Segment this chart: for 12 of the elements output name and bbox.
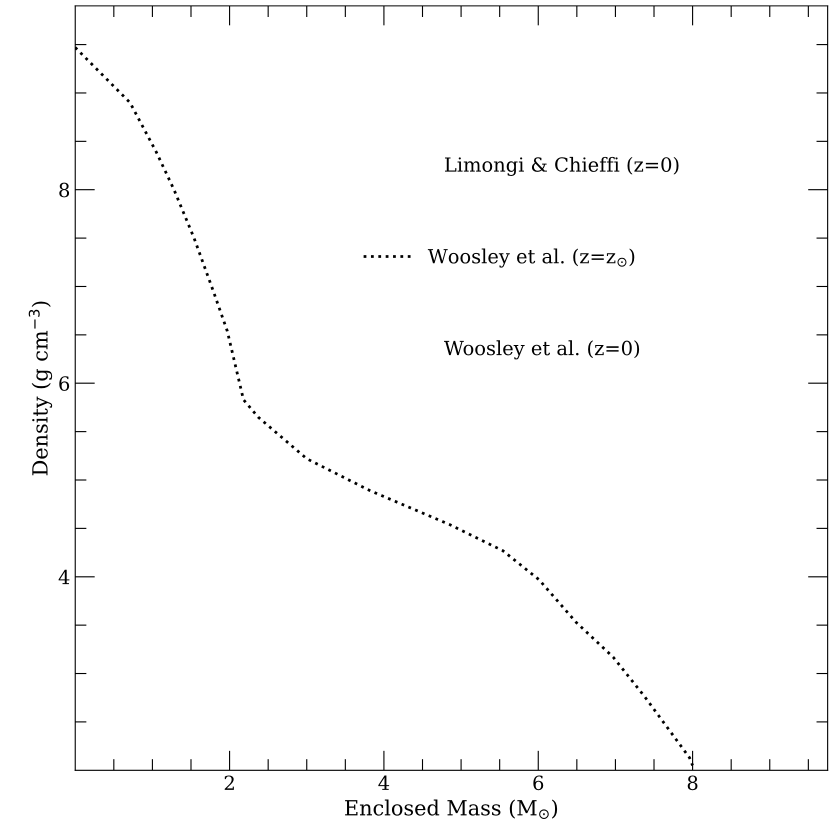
legend-label: Woosley et al. (z=z$_{⊙}$) [428,248,634,268]
x-tick-label: 4 [378,775,390,790]
annotation: Limongi & Chieffi (z=0) [444,156,679,176]
x-tick-label: 8 [688,775,698,790]
y-tick-label: 4 [58,570,70,584]
x-tick-label: 2 [224,775,234,790]
x-tick-label: 6 [533,775,544,790]
y-axis-title: Density (g cm$^{−3}$) [28,302,52,476]
y-tick-label: 8 [59,182,70,198]
x-axis-title: Enclosed Mass (M$_{⊙}$) [345,800,558,819]
annotation: Woosley et al. (z=0) [444,340,640,360]
y-tick-label: 6 [59,376,70,391]
